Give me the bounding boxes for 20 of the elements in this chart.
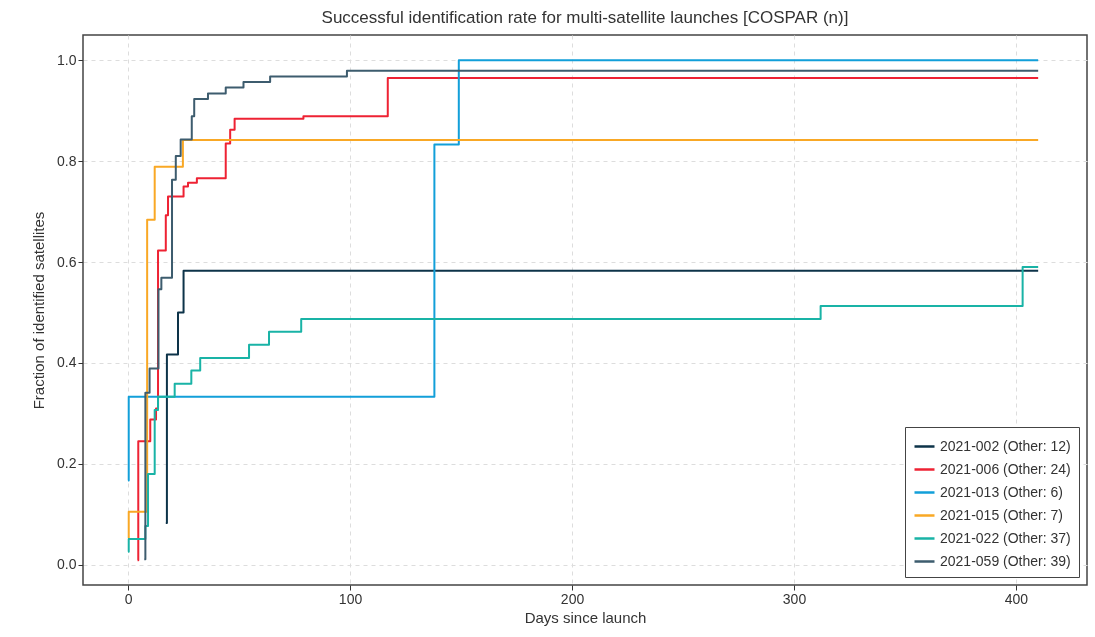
y-tick-label: 0.6 [57, 253, 77, 270]
x-tick-label: 200 [560, 590, 585, 607]
legend-label: 2021-006 (Other: 24) [940, 460, 1071, 477]
y-tick-label: 0.8 [57, 152, 77, 169]
y-tick-label: 0.2 [57, 455, 77, 472]
legend-label: 2021-059 (Other: 39) [940, 552, 1071, 569]
y-tick-label: 0.4 [57, 354, 77, 371]
legend-label: 2021-022 (Other: 37) [940, 529, 1071, 546]
x-axis-title: Days since launch [524, 608, 647, 626]
y-tick-label: 0.0 [57, 556, 77, 573]
x-tick-label: 100 [338, 590, 363, 607]
legend-label: 2021-002 (Other: 12) [940, 437, 1071, 454]
y-axis-title: Fraction of identified satellites [30, 211, 48, 410]
y-tick-label: 1.0 [57, 51, 77, 68]
x-tick-label: 300 [782, 590, 807, 607]
x-tick-label: 400 [1004, 590, 1029, 607]
legend-label: 2021-013 (Other: 6) [940, 483, 1063, 500]
legend-label: 2021-015 (Other: 7) [940, 506, 1063, 523]
chart-title: Successful identification rate for multi-satellite launches [COSPAR (n)] [321, 8, 849, 27]
x-tick-label: 0 [124, 590, 133, 607]
